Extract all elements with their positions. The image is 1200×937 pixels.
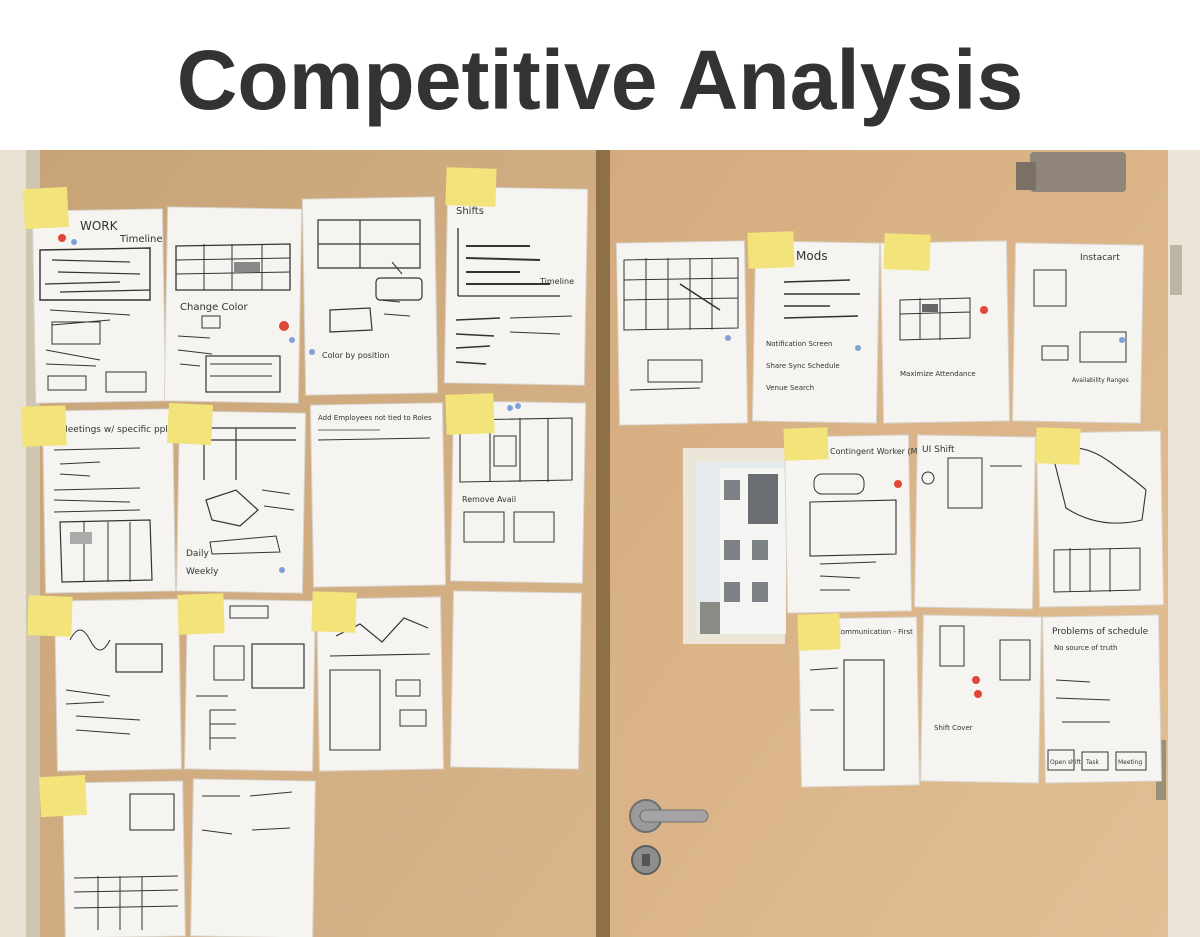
paper-blank [449,590,583,770]
photo-scene: WORK Timeline Change Color Color by posi… [0,150,1200,937]
title-bar: Competitive Analysis [0,0,1200,150]
svg-text:Meetings w/ specific ppl: Meetings w/ specific ppl [60,425,168,435]
paper-ui-shift: UI Shift [913,434,1037,610]
paper-map-sketch [1035,430,1165,608]
svg-text:Remove Avail: Remove Avail [462,495,516,504]
sticky-note [22,186,70,230]
paper-meetings: Meetings w/ specific ppl [41,408,177,594]
paper-color-by-position: Color by position [301,196,439,396]
svg-text:Timeline: Timeline [539,277,574,286]
sticky-note [883,233,931,271]
svg-text:Meeting: Meeting [1118,759,1142,766]
svg-text:Shift Cover: Shift Cover [934,724,973,732]
svg-text:UI Shift: UI Shift [922,445,955,455]
svg-text:Daily: Daily [186,549,209,559]
paper-communication-first: Communication - First [798,616,920,788]
paper-feed [184,598,316,772]
sticky-note [1035,427,1081,465]
svg-text:Maximize Attendance: Maximize Attendance [900,370,976,378]
svg-text:Weekly: Weekly [186,567,219,577]
svg-text:Notification Screen: Notification Screen [766,340,832,348]
svg-text:No source of truth: No source of truth [1054,644,1117,652]
svg-text:Problems of schedule: Problems of schedule [1052,627,1149,637]
svg-text:Contingent Worker (Marketplace: Contingent Worker (Marketplace Only) [830,447,984,456]
sticky-note [166,402,214,446]
paper-shift-cover: Shift Cover [920,614,1042,784]
svg-text:Change Color: Change Color [180,302,248,313]
door-closer [1030,152,1126,192]
paper-contingent-worker: Contingent Worker (Marketplace Only) [783,434,984,614]
paper-exchange [190,778,316,937]
paper-add-employees: Add Employees not tied to Roles [309,402,447,588]
hinge-top [1170,245,1182,295]
page-title: Competitive Analysis [176,33,1024,127]
sticky-note [797,613,841,651]
svg-text:Share Sync Schedule: Share Sync Schedule [766,362,840,370]
svg-text:Add Employees not tied to Role: Add Employees not tied to Roles [318,414,432,422]
sticky-note [747,231,795,269]
door-handle [639,809,709,823]
sticky-note [445,393,495,435]
paper-work-timeline: WORK Timeline [31,208,167,404]
paper-daily-weekly: Daily Weekly [175,410,307,594]
svg-text:Shifts: Shifts [456,206,484,217]
sticky-note [177,593,225,635]
paper-problems-schedule: Problems of schedule No source of truth … [1042,614,1162,784]
paper-shifts-timeline: Shifts Timeline [443,186,589,386]
paper-remove-avail: Remove Avail [449,400,587,584]
paper-change-color: Change Color [163,206,303,404]
center-frame [596,150,610,937]
sticky-notes [21,167,1081,818]
svg-text:Communication - First: Communication - First [836,628,913,636]
svg-text:Color by position: Color by position [322,351,389,360]
paper-mods: Mods Notification Screen Share Sync Sche… [751,240,881,424]
paper-maximize-attendance: Maximize Attendance [879,240,1011,424]
sticky-note [21,405,67,447]
svg-text:Instacart: Instacart [1080,253,1120,263]
sticky-note [311,591,357,633]
sticky-note [783,427,829,461]
sticky-note [27,595,73,637]
paper-gamification [315,596,445,772]
svg-text:Availability Ranges: Availability Ranges [1072,377,1129,384]
wall-photo: WORK Timeline Change Color Color by posi… [0,150,1200,937]
paper-schedule-grid [615,240,749,426]
sticky-note [445,167,497,207]
svg-text:Timeline: Timeline [119,234,163,245]
svg-text:Task: Task [1085,759,1099,766]
svg-text:Open shift: Open shift [1050,759,1082,766]
svg-text:Venue Search: Venue Search [766,384,814,392]
svg-text:WORK: WORK [80,219,119,233]
sticky-note [38,774,88,818]
paper-employee-sketch [54,598,182,772]
paper-instacart: Instacart Availability Ranges [1011,242,1145,424]
svg-text:Mods: Mods [796,249,828,263]
